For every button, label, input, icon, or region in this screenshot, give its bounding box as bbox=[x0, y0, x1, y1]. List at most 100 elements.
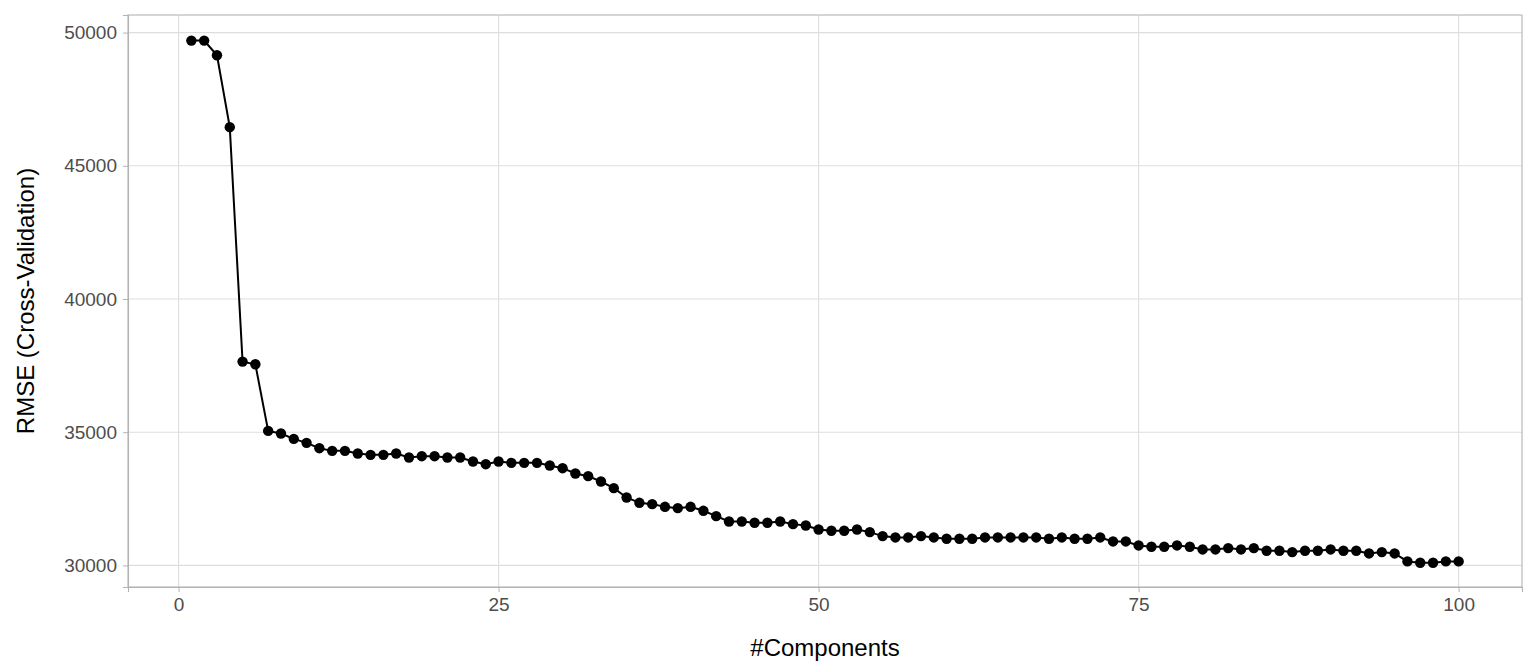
marker bbox=[967, 534, 977, 544]
marker bbox=[289, 434, 299, 444]
x-tick-label: 50 bbox=[809, 594, 830, 615]
marker bbox=[916, 531, 926, 541]
marker bbox=[929, 532, 939, 542]
marker bbox=[1313, 546, 1323, 556]
marker bbox=[980, 532, 990, 542]
marker bbox=[1389, 548, 1399, 558]
marker bbox=[1428, 558, 1438, 568]
marker bbox=[762, 518, 772, 528]
y-tick-mark bbox=[123, 565, 128, 566]
marker bbox=[775, 516, 785, 526]
y-tick: 45000 bbox=[64, 155, 128, 176]
marker bbox=[455, 452, 465, 462]
grid bbox=[128, 15, 1522, 587]
panel-background bbox=[128, 15, 1522, 587]
marker bbox=[365, 450, 375, 460]
y-grid-line bbox=[128, 298, 1522, 299]
marker bbox=[839, 526, 849, 536]
panel-border bbox=[128, 15, 1522, 587]
marker bbox=[506, 458, 516, 468]
y-tick-mark bbox=[123, 432, 128, 433]
y-tick-label: 40000 bbox=[64, 289, 117, 310]
x-grid-line bbox=[818, 15, 819, 587]
marker bbox=[1300, 546, 1310, 556]
x-grid-line bbox=[1138, 15, 1139, 587]
marker bbox=[1069, 534, 1079, 544]
marker bbox=[865, 527, 875, 537]
x-tick: 25 bbox=[489, 587, 510, 615]
marker bbox=[1377, 547, 1387, 557]
marker bbox=[737, 516, 747, 526]
marker bbox=[596, 476, 606, 486]
marker bbox=[673, 503, 683, 513]
marker bbox=[481, 459, 491, 469]
x-tick: 0 bbox=[174, 587, 185, 615]
marker bbox=[1057, 532, 1067, 542]
marker bbox=[993, 532, 1003, 542]
marker bbox=[890, 532, 900, 542]
y-tick-label: 30000 bbox=[64, 555, 117, 576]
marker bbox=[1249, 543, 1259, 553]
marker bbox=[1185, 542, 1195, 552]
y-tick: 35000 bbox=[64, 422, 128, 443]
marker bbox=[570, 468, 580, 478]
line bbox=[191, 41, 1458, 563]
marker bbox=[1044, 534, 1054, 544]
marker bbox=[493, 456, 503, 466]
marker bbox=[314, 443, 324, 453]
y-tick-label: 35000 bbox=[64, 422, 117, 443]
marker bbox=[417, 451, 427, 461]
y-grid-line bbox=[128, 565, 1522, 566]
x-axis: 0 25 50 75 100 bbox=[129, 587, 1523, 615]
marker bbox=[1172, 540, 1182, 550]
marker bbox=[532, 458, 542, 468]
x-tick-mark bbox=[1459, 587, 1460, 592]
marker bbox=[276, 428, 286, 438]
marker bbox=[225, 122, 235, 132]
y-axis-title: RMSE (Cross-Validation) bbox=[12, 168, 39, 434]
marker bbox=[852, 524, 862, 534]
y-tick-mark bbox=[123, 299, 128, 300]
x-tick-label: 75 bbox=[1129, 594, 1150, 615]
x-axis-line bbox=[129, 588, 1523, 593]
marker bbox=[583, 471, 593, 481]
y-tick-mark bbox=[123, 166, 128, 167]
x-tick: 50 bbox=[809, 587, 830, 615]
x-grid-line bbox=[1458, 15, 1459, 587]
marker bbox=[801, 520, 811, 530]
x-grid-line bbox=[498, 15, 499, 587]
y-tick-label: 50000 bbox=[64, 22, 117, 43]
marker bbox=[263, 426, 273, 436]
marker bbox=[519, 458, 529, 468]
y-grid-line bbox=[128, 432, 1522, 433]
marker bbox=[301, 438, 311, 448]
marker bbox=[826, 526, 836, 536]
marker bbox=[698, 506, 708, 516]
marker bbox=[468, 456, 478, 466]
marker bbox=[1095, 532, 1105, 542]
marker bbox=[1005, 532, 1015, 542]
marker bbox=[1402, 556, 1412, 566]
marker bbox=[660, 502, 670, 512]
marker bbox=[1364, 548, 1374, 558]
marker bbox=[1236, 544, 1246, 554]
marker bbox=[391, 448, 401, 458]
x-tick-label: 0 bbox=[174, 594, 185, 615]
marker bbox=[442, 452, 452, 462]
marker bbox=[647, 499, 657, 509]
marker bbox=[954, 534, 964, 544]
marker bbox=[609, 483, 619, 493]
x-tick-label: 100 bbox=[1443, 594, 1475, 615]
y-axis: 30000 35000 40000 45000 50000 bbox=[64, 16, 128, 588]
marker bbox=[685, 502, 695, 512]
marker bbox=[1108, 536, 1118, 546]
marker bbox=[250, 359, 260, 369]
marker bbox=[1031, 532, 1041, 542]
y-tick: 40000 bbox=[64, 289, 128, 310]
marker bbox=[545, 460, 555, 470]
y-grid-line bbox=[128, 165, 1522, 166]
marker bbox=[1210, 544, 1220, 554]
marker bbox=[1351, 546, 1361, 556]
marker bbox=[1261, 546, 1271, 556]
marker bbox=[1287, 547, 1297, 557]
